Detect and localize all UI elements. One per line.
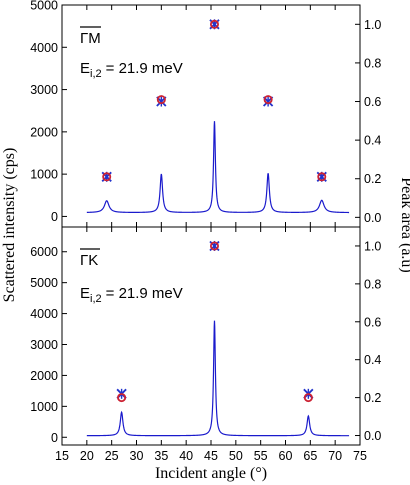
x-tick-label-10: 65 — [303, 449, 317, 463]
x-tick-label-5: 40 — [179, 449, 193, 463]
bottom-energy-label: Ei,2 = 21.9 meV — [80, 285, 183, 305]
y2-tick-label-p1-4: 0.8 — [364, 277, 381, 291]
x-tick-label-9: 60 — [279, 449, 293, 463]
bottom-energy-sub: i,2 — [90, 293, 102, 305]
y-tick-label-p1-3: 3000 — [30, 338, 58, 352]
y2-tick-label-p1-5: 1.0 — [364, 239, 381, 253]
y2-tick-label-p0-1: 0.2 — [364, 172, 381, 186]
x-tick-label-11: 70 — [328, 449, 342, 463]
y-tick-label-p0-1: 1000 — [30, 168, 58, 182]
y-tick-label-p1-0: 0 — [51, 431, 58, 445]
peak-area-circle-marker-p0-3 — [263, 95, 273, 105]
y2-tick-label-p0-0: 0.0 — [364, 211, 381, 225]
peak-area-circle-marker-p1-0 — [117, 393, 127, 403]
top-energy-value: = 21.9 meV — [106, 60, 183, 77]
plot-layer — [86, 19, 350, 437]
x-tick-label-8: 55 — [254, 449, 268, 463]
x-tick-label-4: 35 — [154, 449, 168, 463]
peak-area-circle-marker-p0-2 — [209, 19, 219, 29]
peak-area-circle-marker-p0-0 — [102, 172, 112, 182]
x-tick-label-1: 20 — [80, 449, 94, 463]
y2-tick-label-p1-3: 0.6 — [364, 315, 381, 329]
y-tick-label-p1-4: 4000 — [30, 307, 58, 321]
y2-tick-label-p1-1: 0.2 — [364, 391, 381, 405]
tick-layer: 0 1000 2000 3000 4000 5000 0.0 0.2 0.4 0.6 0.8 1.0 1… — [30, 0, 381, 463]
peak-area-circle-marker-p0-1 — [156, 95, 166, 105]
x-tick-label-6: 45 — [204, 449, 218, 463]
y2-axis-title: Peak area (a.u) — [398, 177, 410, 273]
y-tick-label-p0-4: 4000 — [30, 41, 58, 55]
peak-area-circle-marker-p1-1 — [209, 241, 219, 251]
top-panel-frame — [61, 4, 361, 228]
spectrum-line-p1 — [86, 320, 350, 437]
y2-tick-label-p0-4: 0.8 — [364, 56, 381, 70]
x-axis-title: Incident angle (°) — [155, 465, 267, 482]
y-tick-label-p0-2: 2000 — [30, 125, 58, 139]
y2-tick-label-p0-2: 0.4 — [364, 134, 381, 148]
top-energy-label: Ei,2 = 21.9 meV — [80, 60, 183, 80]
bottom-panel-frame — [61, 226, 361, 446]
y-tick-label-p0-5: 5000 — [30, 0, 58, 13]
y-tick-label-p0-0: 0 — [51, 210, 58, 224]
y-tick-label-p0-3: 3000 — [30, 83, 58, 97]
bottom-energy-symbol: E — [80, 285, 90, 302]
peak-area-circle-marker-p0-4 — [317, 172, 327, 182]
y2-tick-label-p0-5: 1.0 — [364, 18, 381, 32]
x-tick-label-2: 25 — [105, 449, 119, 463]
y2-tick-label-p1-2: 0.4 — [364, 353, 381, 367]
y2-tick-label-p0-3: 0.6 — [364, 95, 381, 109]
x-tick-label-3: 30 — [130, 449, 144, 463]
top-direction-label: ΓM — [80, 30, 101, 47]
y-axis-title: Scattered intensity (cps) — [1, 148, 18, 303]
top-energy-symbol: E — [80, 60, 90, 77]
y-tick-label-p1-1: 1000 — [30, 400, 58, 414]
bottom-direction-label: ΓK — [80, 252, 98, 269]
x-tick-label-0: 15 — [55, 449, 69, 463]
peak-area-circle-marker-p1-2 — [303, 393, 313, 403]
bottom-energy-value: = 21.9 meV — [106, 285, 183, 302]
top-energy-sub: i,2 — [90, 68, 102, 80]
y2-tick-label-p1-0: 0.0 — [364, 429, 381, 443]
x-tick-label-7: 50 — [229, 449, 243, 463]
y-tick-label-p1-6: 6000 — [30, 245, 58, 259]
spectrum-line-p0 — [86, 121, 350, 214]
y-tick-label-p1-2: 2000 — [30, 369, 58, 383]
x-tick-label-12: 75 — [353, 449, 367, 463]
y-tick-label-p1-5: 5000 — [30, 276, 58, 290]
